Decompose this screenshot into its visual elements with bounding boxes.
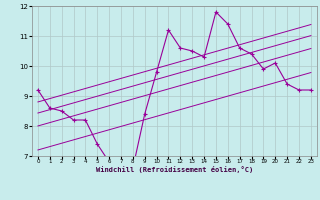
X-axis label: Windchill (Refroidissement éolien,°C): Windchill (Refroidissement éolien,°C) — [96, 166, 253, 173]
